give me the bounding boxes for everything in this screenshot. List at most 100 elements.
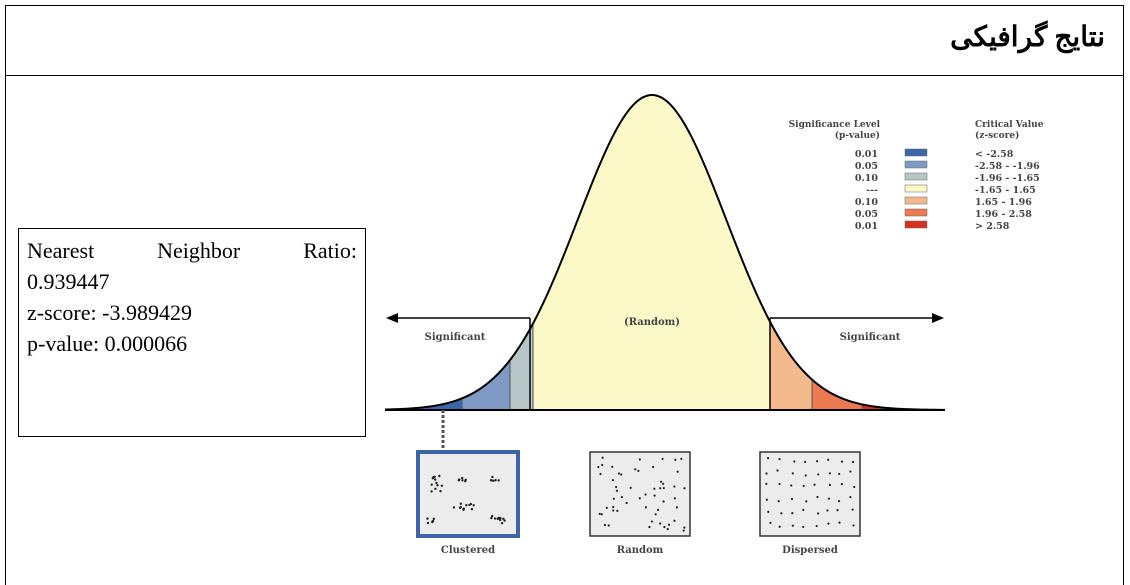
point [461,479,464,482]
point [802,525,805,529]
point [497,479,500,482]
point [804,474,807,477]
point [462,507,465,510]
point [765,482,768,485]
point [673,497,676,500]
pattern-box [416,450,520,538]
point [490,514,494,518]
point [634,468,637,471]
point [503,519,506,522]
point [849,495,852,499]
point [431,477,435,480]
point [802,484,805,488]
legend-z: < -2.58 [975,149,1014,160]
point [662,482,665,485]
point [426,517,429,520]
point [638,497,641,500]
point [502,517,505,520]
point [851,460,855,464]
point [836,509,839,512]
legend-swatch [904,208,928,217]
point [815,460,819,463]
point [457,479,461,482]
point [676,470,679,473]
point [853,485,856,489]
pattern-label: Dispersed [782,545,838,556]
point [828,483,831,486]
legend-title: Critical Value [975,120,1044,130]
point [468,503,471,507]
point [662,500,665,503]
point [612,509,615,512]
point [828,472,831,475]
legend-z: > 2.58 [975,221,1010,232]
point [666,528,669,531]
point [659,522,662,525]
point [780,512,783,515]
legend-swatch [904,160,928,169]
point [769,521,772,524]
point [675,506,679,509]
curve-region [510,323,533,410]
pattern-label: Random [617,545,664,556]
legend-swatch [904,220,928,229]
curve-region [812,379,862,410]
point [463,480,467,483]
result-box: Nearest Neighbor Ratio: 0.939447 z-score… [18,228,366,437]
point [661,457,664,461]
pattern-box [589,451,691,537]
title: نتایج گرافیکی [950,22,1105,53]
point [494,479,497,482]
point [598,512,601,516]
point [597,465,600,469]
point [837,500,841,503]
point [607,524,610,527]
point [644,493,647,496]
point [500,521,504,525]
point [637,469,640,472]
point [791,512,794,515]
point [765,498,768,501]
result-line: Nearest Neighbor Ratio: [27,238,357,263]
point [648,525,651,529]
point [673,519,676,522]
point [816,512,820,515]
point [827,497,831,500]
legend-p: 0.05 [855,161,878,172]
legend-swatch [904,184,928,193]
point [827,522,830,525]
legend-p: 0.01 [855,221,878,232]
table-frame: نتایج گرافیکی Nearest Neighbor Ratio: 0.… [5,5,1124,585]
legend-p: 0.10 [855,197,879,208]
legend-p: --- [866,185,878,196]
point [601,456,604,459]
point [802,508,805,511]
label: Significant [425,332,486,343]
legend-title: (p-value) [835,130,880,141]
arrow-head [386,313,398,323]
point [851,508,854,511]
point [777,500,780,503]
point [629,486,632,489]
point [791,524,794,527]
result-line: 0.939447 [27,269,110,294]
point [459,502,463,505]
point [433,478,437,481]
point [817,473,820,476]
point [600,513,603,516]
label: (Random) [624,317,680,328]
curve-region [770,321,812,410]
pattern-box [759,451,861,537]
point [452,506,456,509]
point [438,474,441,478]
point [498,516,501,520]
legend-z: 1.65 - 1.96 [975,197,1032,208]
point [433,475,436,479]
point [493,517,497,520]
point [434,487,437,490]
legend-swatch [904,172,928,181]
point [615,485,618,489]
point [667,523,671,526]
point [816,495,819,499]
point [778,525,781,528]
